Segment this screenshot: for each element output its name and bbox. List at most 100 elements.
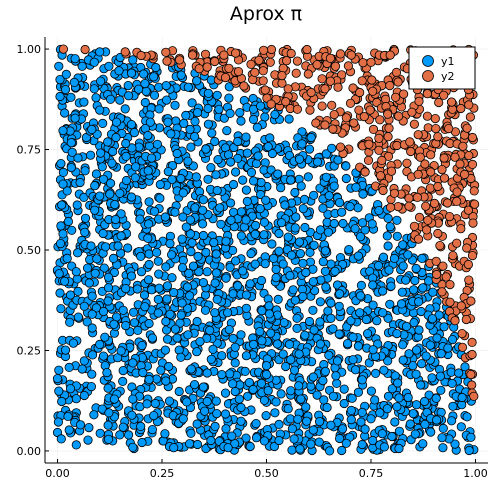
point-y1-2271: [166, 239, 174, 247]
point-y1-2288: [275, 247, 283, 255]
point-y1-1048: [76, 178, 84, 186]
point-y2-627: [432, 270, 440, 278]
point-y2-597: [465, 276, 473, 284]
point-y1-1845: [163, 335, 171, 343]
point-y1-2176: [275, 436, 283, 444]
point-y2-483: [408, 108, 416, 116]
point-y1-1586: [264, 387, 272, 395]
point-y1-48: [277, 390, 285, 398]
point-y1-2108: [367, 387, 375, 395]
point-y2-457: [375, 146, 383, 154]
point-y1-2307: [150, 411, 158, 419]
point-y1-2029: [184, 157, 192, 165]
point-y1-1449: [155, 105, 163, 113]
point-y1-2038: [154, 309, 162, 317]
point-y1-1650: [104, 273, 112, 281]
point-y1-643: [221, 389, 229, 397]
point-y1-1763: [231, 359, 239, 367]
point-y2-260: [259, 77, 267, 85]
point-y1-2033: [55, 270, 63, 278]
point-y1-2122: [163, 295, 171, 303]
point-y1-2141: [393, 329, 401, 337]
point-y1-1605: [145, 250, 153, 258]
point-y1-595: [56, 289, 64, 297]
point-y1-1597: [150, 207, 158, 215]
point-y1-2043: [298, 140, 306, 148]
point-y1-1878: [287, 251, 295, 259]
point-y1-1219: [332, 372, 340, 380]
point-y1-2076: [249, 340, 257, 348]
point-y1-2249: [78, 62, 86, 70]
point-y2-583: [384, 110, 392, 118]
point-y1-632: [56, 92, 64, 100]
point-y1-1260: [119, 377, 127, 385]
point-y2-578: [278, 71, 286, 79]
point-y1-1385: [162, 96, 170, 104]
point-y1-2345: [426, 341, 434, 349]
point-y1-996: [359, 190, 367, 198]
point-y2-638: [292, 69, 300, 77]
point-y2-634: [394, 112, 402, 120]
point-y1-2272: [127, 69, 135, 77]
point-y2-551: [435, 98, 443, 106]
point-y1-2166: [333, 357, 341, 365]
point-y1-2290: [327, 314, 335, 322]
point-y1-2295: [335, 290, 343, 298]
point-y1-1520: [57, 222, 65, 230]
point-y1-1826: [379, 253, 387, 261]
point-y1-1216: [285, 115, 293, 123]
point-y1-2212: [399, 262, 407, 270]
point-y2-136: [463, 244, 471, 252]
point-y1-202: [124, 244, 132, 252]
point-y1-1424: [455, 369, 463, 377]
point-y1-1988: [63, 254, 71, 262]
point-y2-435: [347, 51, 355, 59]
point-y2-459: [458, 329, 466, 337]
point-y1-1608: [188, 99, 196, 107]
point-y1-2136: [96, 149, 104, 157]
point-y1-368: [457, 423, 465, 431]
point-y2-281: [432, 124, 440, 132]
point-y1-1506: [242, 304, 250, 312]
point-y2-591: [318, 75, 326, 83]
point-y1-2125: [155, 284, 163, 292]
point-y1-2165: [297, 182, 305, 190]
point-y1-1817: [437, 386, 445, 394]
point-y1-1001: [386, 300, 394, 308]
point-y1-1736: [321, 267, 329, 275]
point-y1-1291: [231, 343, 239, 351]
point-y1-977: [80, 98, 88, 106]
point-y1-557: [121, 105, 129, 113]
point-y1-2151: [307, 440, 315, 448]
point-y1-799: [218, 352, 226, 360]
point-y1-2233: [237, 403, 245, 411]
point-y1-1977: [183, 283, 191, 291]
x-tick-label-3: 0.75: [359, 467, 384, 480]
point-y1-2299: [297, 395, 305, 403]
point-y1-2230: [234, 282, 242, 290]
point-y1-2332: [296, 249, 304, 257]
point-y1-1353: [291, 224, 299, 232]
point-y1-1752: [249, 177, 257, 185]
point-y2-357: [318, 102, 326, 110]
point-y1-1696: [211, 422, 219, 430]
point-y1-2084: [101, 243, 109, 251]
point-y1-1146: [182, 111, 190, 119]
point-y1-1966: [76, 421, 84, 429]
point-y1-1006: [104, 421, 112, 429]
point-y2-346: [326, 77, 334, 85]
point-y1-1372: [73, 249, 81, 257]
point-y1-2292: [273, 340, 281, 348]
point-y1-1644: [122, 321, 130, 329]
point-y1-2198: [212, 171, 220, 179]
point-y1-2222: [58, 201, 66, 209]
point-y1-781: [173, 334, 181, 342]
point-y1-1163: [207, 163, 215, 171]
point-y1-2068: [267, 329, 275, 337]
point-y1-2315: [218, 370, 226, 378]
point-y1-1266: [269, 254, 277, 262]
point-y1-558: [152, 63, 160, 71]
point-y1-1066: [99, 119, 107, 127]
point-y2-167: [328, 101, 336, 109]
point-y1-787: [384, 392, 392, 400]
